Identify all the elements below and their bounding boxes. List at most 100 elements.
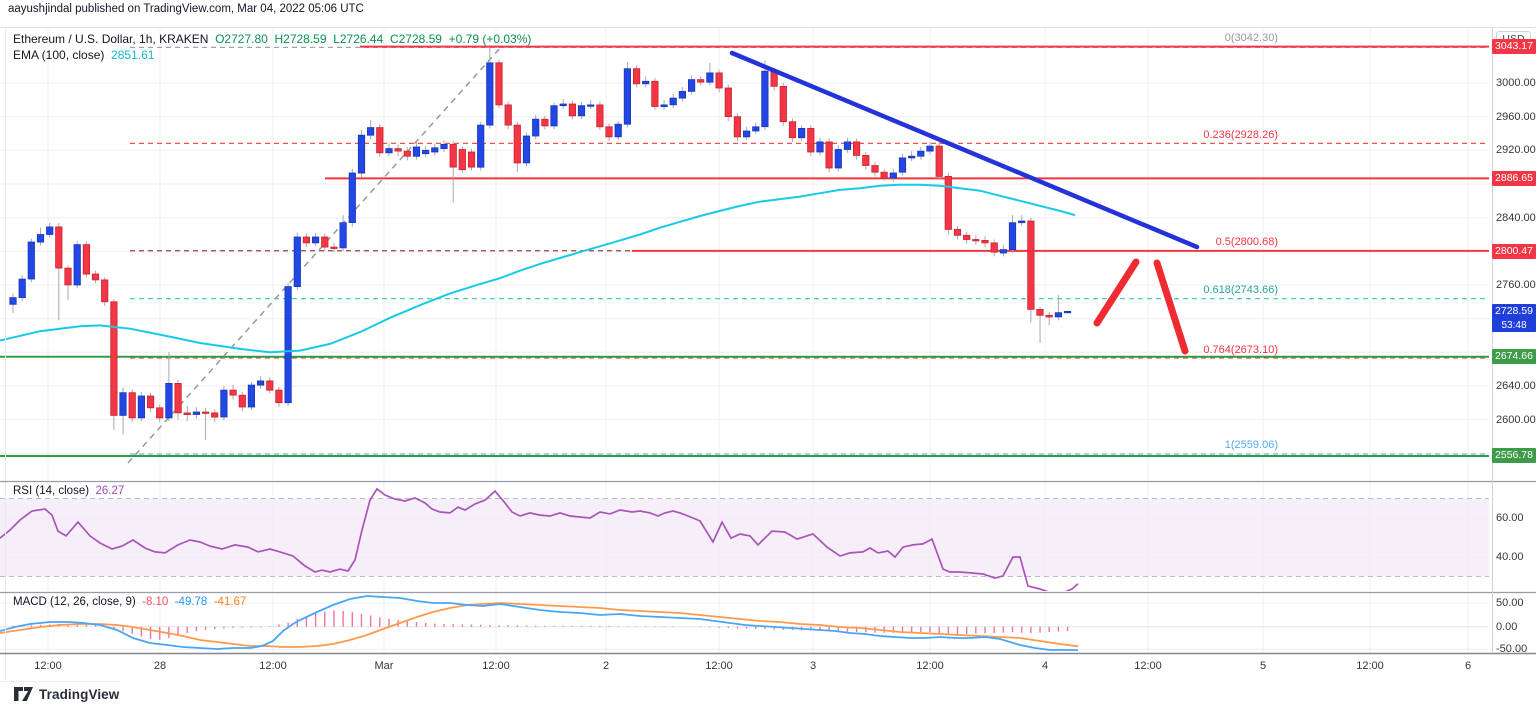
fib-level-label: 0(3042.30): [1224, 32, 1278, 44]
candle-body-down: [64, 267, 72, 286]
candle-body-down: [211, 412, 219, 418]
macd-tick-label: 0.00: [1496, 620, 1518, 633]
candle-body-up: [486, 62, 494, 126]
candle-body-up: [816, 141, 824, 153]
candle-body-down: [779, 86, 787, 123]
candle-body-down: [201, 411, 210, 414]
candle-body-down: [605, 126, 613, 138]
rsi-value: 26.27: [95, 485, 125, 497]
fib-level-label: 0.618(2743.66): [1203, 284, 1278, 296]
candle-body-up: [522, 135, 531, 164]
candle-body-up: [706, 72, 714, 83]
tradingview-logo-icon: [14, 687, 33, 701]
price-badge: 2800.47: [1492, 243, 1536, 259]
candle-body-up: [293, 236, 301, 287]
ohlc-open: O2727.80: [215, 32, 268, 46]
candle-body-up: [348, 172, 356, 223]
candle-body-down: [467, 151, 476, 168]
candle-body-up: [192, 411, 200, 415]
macd-signal-value: -41.67: [213, 596, 247, 608]
rsi-tick-label: 60.00: [1496, 512, 1524, 524]
time-tick-label: 12:00: [482, 660, 510, 672]
candle-body-up: [220, 389, 228, 418]
candle-body-down: [183, 412, 191, 415]
candle-body-down: [128, 392, 136, 419]
candle-body-down: [862, 154, 870, 166]
macd-signal-line: [0, 602, 1079, 648]
tradingview-logo[interactable]: TradingView: [14, 686, 119, 702]
candle-body-down: [724, 87, 732, 118]
candle-body-down: [403, 150, 411, 157]
time-tick-label: 3: [809, 660, 817, 672]
time-tick-label: 5: [1259, 660, 1267, 672]
ema-legend: EMA (100, close) 2851.61: [13, 48, 154, 62]
candle-body-up: [642, 80, 650, 85]
candle-body-up: [73, 244, 81, 286]
candle-body-up: [165, 382, 173, 419]
candle-body-up: [385, 148, 393, 154]
candle-body-up: [917, 150, 925, 157]
candle-body-up: [669, 97, 677, 106]
macd-tick-label: 50.00: [1496, 597, 1524, 609]
candle-body-down: [82, 244, 90, 275]
candle-body-up: [798, 127, 806, 139]
watermark-publish-note: aayushjindal published on TradingView.co…: [8, 3, 364, 15]
candle-body-up: [532, 118, 540, 137]
candle-body-down: [596, 104, 604, 128]
macd-line: [0, 595, 1079, 651]
price-badge: 2728.59 53:48: [1492, 304, 1536, 332]
macd-label: MACD (12, 26, close, 9): [13, 596, 136, 608]
time-tick-label: 4: [1041, 660, 1049, 672]
candle-body-down: [541, 118, 549, 127]
candle-body-down: [871, 165, 879, 173]
candle-body-down: [266, 380, 274, 391]
ema-label: EMA (100, close): [13, 48, 105, 62]
candle-body-down: [1045, 314, 1053, 318]
descending-trendline: [729, 50, 1200, 250]
candle-body-up: [247, 384, 255, 408]
candle-body-down: [715, 72, 723, 89]
candle-body-up: [1008, 222, 1017, 250]
fib-level-label: 0.5(2800.68): [1215, 236, 1278, 248]
candle-body-down: [229, 389, 237, 396]
candle-body-up: [46, 226, 54, 235]
candle-body-up: [559, 103, 567, 107]
candle-body-down: [146, 395, 155, 409]
candle-body-down: [110, 301, 118, 416]
candle-body-up: [577, 105, 586, 117]
rsi-tick-label: 40.00: [1496, 551, 1524, 563]
price-tick-label: 2960.00: [1496, 110, 1536, 123]
candle-body-down: [55, 226, 63, 269]
candle-body-down: [953, 228, 962, 236]
candle-body-down: [944, 175, 952, 230]
candle-body-up: [440, 143, 448, 149]
candle-body-up: [1018, 220, 1026, 224]
candle-body-down: [807, 127, 815, 153]
candle-body-down: [733, 116, 742, 138]
candle-body-up: [889, 172, 897, 179]
candle-body-down: [91, 273, 100, 281]
candle-body-up: [311, 236, 320, 244]
price-tick-label: 2920.00: [1496, 144, 1536, 157]
symbol-title: Ethereum / U.S. Dollar, 1h, KRAKEN: [13, 32, 209, 46]
candle-body-up: [477, 124, 485, 168]
ohlc-change: +0.79 (+0.03%): [448, 32, 532, 46]
candle-body-down: [302, 236, 311, 244]
candle-body-down: [449, 143, 457, 168]
projection-arrow-1: [1093, 258, 1140, 327]
time-tick-label: 12:00: [34, 660, 62, 672]
ohlc-high: H2728.59: [274, 32, 327, 46]
candle-body-up: [678, 91, 687, 99]
price-tick-label: 2600.00: [1496, 413, 1536, 426]
macd-tick-label: -50.00: [1496, 643, 1528, 656]
tradingview-logo-text: TradingView: [39, 686, 120, 702]
time-tick-label: 12:00: [1356, 660, 1384, 672]
rsi-line: [0, 487, 1079, 591]
candle-body-up: [926, 145, 934, 152]
fib-level-label: 1(2559.06): [1224, 439, 1278, 451]
price-badge: 2556.78: [1492, 447, 1536, 463]
candle-body-up: [357, 134, 366, 174]
time-tick-label: 12:00: [705, 660, 733, 672]
